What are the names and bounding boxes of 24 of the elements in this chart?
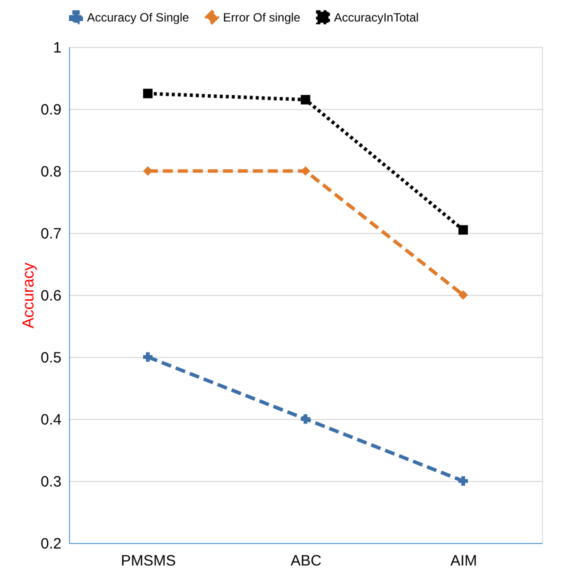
point	[300, 94, 310, 104]
y-tick-label: 0.2	[40, 536, 62, 552]
x-tick-label: AIM	[450, 552, 478, 570]
legend-label: AccuracyInTotal	[334, 10, 419, 24]
y-tick-label: 0.7	[40, 226, 62, 242]
y-tick-label: 0.4	[40, 412, 62, 428]
y-tick-label: 0.5	[40, 350, 62, 366]
x-tick-label: ABC	[290, 552, 322, 570]
legend-label: Accuracy Of Single	[87, 10, 190, 24]
point	[458, 225, 468, 235]
point	[458, 290, 468, 300]
y-tick-label: 0.9	[40, 102, 62, 118]
point	[143, 352, 153, 362]
y-tick-label: 0.8	[40, 164, 62, 180]
y-tick-label: 0.3	[40, 474, 62, 490]
y-tick-label: 0.6	[40, 288, 62, 304]
point	[458, 476, 468, 486]
point	[143, 88, 153, 98]
x-tick-label: PMSMS	[120, 552, 176, 570]
point	[300, 166, 310, 176]
y-axis-title: Accuracy	[20, 262, 38, 328]
legend-label: Error Of single	[223, 10, 301, 24]
point	[300, 414, 310, 424]
y-tick-label: 1	[53, 40, 62, 56]
